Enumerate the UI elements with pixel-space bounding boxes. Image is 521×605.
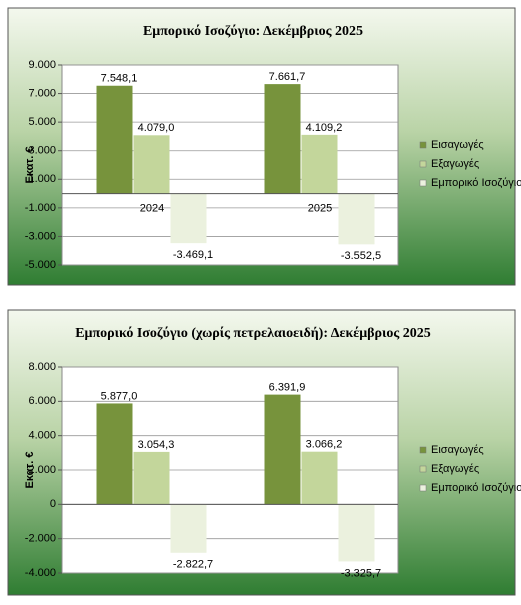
bar [170,504,207,553]
y-tick-label: 2.000 [28,464,56,476]
bar [133,135,170,194]
data-label: 7.548,1 [101,73,138,85]
y-tick-label: 0 [50,498,56,510]
y-tick-label: 5.000 [28,116,56,128]
data-label: 3.054,3 [138,439,175,451]
y-axis-label: Εκατ. € [24,451,36,488]
bar [301,451,338,505]
bar [96,403,133,505]
y-tick-label: -2.000 [25,533,56,545]
bar [338,504,375,562]
chart-title: Εμπορικό Ισοζύγιο (χωρίς πετρελαιοειδή):… [75,326,431,341]
legend-label: Εμπορικό Ισοζύγιο [431,482,521,494]
data-label: -3.552,5 [341,250,381,262]
data-label: -3.325,7 [341,567,381,579]
legend-label: Εξαγωγές [431,158,479,170]
data-label: 4.079,0 [138,122,175,134]
data-label: 3.066,2 [306,439,343,451]
bar [338,193,375,245]
legend-label: Εμπορικό Ισοζύγιο [431,177,521,189]
legend-swatch [419,179,427,187]
legend-swatch [419,465,427,473]
y-tick-label: 8.000 [28,361,56,373]
legend-label: Εισαγωγές [431,139,484,151]
bar [170,193,207,244]
bar [301,134,338,194]
y-tick-label: 6.000 [28,395,56,407]
y-tick-label: -3.000 [25,230,56,242]
y-tick-label: 4.000 [28,430,56,442]
legend-swatch [419,484,427,492]
y-tick-label: 3.000 [28,145,56,157]
data-label: -2.822,7 [173,559,213,571]
legend-label: Εισαγωγές [431,444,484,456]
y-tick-label: -1.000 [25,202,56,214]
chart-title: Εμπορικό Ισοζύγιο: Δεκέμβριος 2025 [143,24,363,39]
data-label: 6.391,9 [269,382,306,394]
legend-swatch [419,446,427,454]
legend-label: Εξαγωγές [431,463,479,475]
y-tick-label: -4.000 [25,567,56,579]
y-axis-label: Εκατ. € [24,146,36,183]
bar [264,394,301,505]
data-label: 5.877,0 [101,390,138,402]
bar [264,84,301,194]
data-label: 7.661,7 [269,71,306,83]
x-tick-label: 2024 [140,202,164,214]
y-tick-label: 1.000 [28,173,56,185]
x-tick-label: 2025 [308,202,332,214]
legend-swatch [419,160,427,168]
y-tick-label: 9.000 [28,59,56,71]
y-tick-label: -5.000 [25,259,56,271]
data-label: -3.469,1 [173,249,213,261]
bar [96,85,133,194]
legend-swatch [419,141,427,149]
bar [133,451,170,505]
data-label: 4.109,2 [306,122,343,134]
y-tick-label: 7.000 [28,87,56,99]
